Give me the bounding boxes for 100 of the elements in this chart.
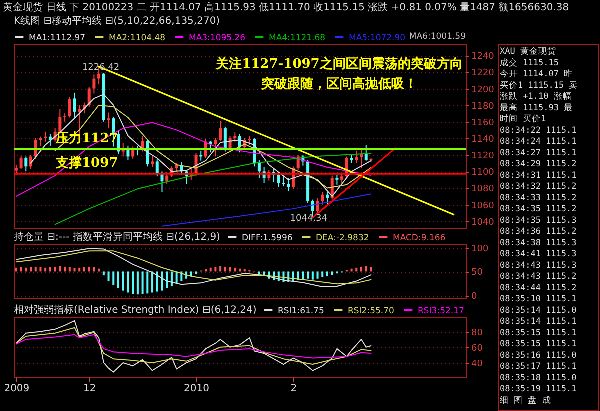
- line-series: [16, 122, 372, 198]
- y-tick-label: 1240: [472, 52, 495, 62]
- legend-label: MA1:1112.97: [29, 34, 86, 44]
- line-series: [54, 104, 372, 189]
- text: 08:35:15 1115.1: [500, 340, 577, 350]
- candlestick: [64, 113, 67, 122]
- candlestick: [326, 192, 329, 206]
- y-tick-label: 100: [472, 244, 489, 254]
- text: 08:34:44 1115.2: [500, 283, 577, 294]
- text: 08:34:41 1115.3: [500, 250, 577, 260]
- annotation: 1044.34: [290, 214, 328, 224]
- line-series: [162, 194, 372, 227]
- line-series: [16, 327, 372, 366]
- y-tick-label: 1160: [472, 118, 495, 128]
- text: 08:34:35 1115.2: [500, 204, 577, 214]
- candlestick: [92, 74, 96, 94]
- candlestick: [316, 198, 320, 214]
- candlestick: [24, 156, 28, 172]
- candlestick: [234, 132, 237, 142]
- text: 08:34:38 1115.3: [500, 238, 577, 248]
- candlestick: [228, 136, 232, 154]
- ref-line-label: 支撑1097: [55, 156, 118, 172]
- candlestick: [39, 136, 42, 146]
- candlestick: [355, 150, 358, 164]
- text: 细 图 盘 成: [500, 394, 552, 406]
- text: 今开 1114.07 昨: [500, 68, 574, 80]
- candlestick: [364, 144, 368, 162]
- candlestick: [214, 138, 218, 158]
- text: 08:35:14 1115.0: [500, 306, 577, 316]
- candlestick: [336, 174, 339, 186]
- text: 08:34:32 1115.2: [500, 182, 577, 192]
- y-tick-label: 1220: [472, 68, 495, 79]
- text: 08:34:31 1115.1: [500, 170, 577, 181]
- text: 08:35:15 1115.1: [500, 328, 577, 338]
- y-tick-label: 0: [472, 292, 478, 302]
- candlestick: [68, 96, 72, 118]
- legend-label: MA4:1121.68: [269, 34, 326, 44]
- text: 买价1 1115.15 卖: [500, 80, 578, 91]
- legend-label: RSI2:55.70: [348, 306, 394, 316]
- y-tick-label: 1040: [472, 218, 495, 228]
- candlestick: [58, 108, 62, 134]
- candlestick: [88, 86, 91, 108]
- legend-label: MA3:1095.26: [189, 34, 246, 44]
- chart-subtitle: MA6:1001.59: [409, 32, 466, 42]
- text: 08:34:43 1115.3: [500, 260, 577, 271]
- candlestick: [122, 142, 125, 158]
- legend-label: RSI1:61.75: [278, 306, 324, 316]
- candlestick: [219, 120, 222, 142]
- text: 08:34:27 1115.1: [500, 148, 577, 158]
- x-tick-label: 2009: [4, 384, 30, 394]
- y-tick-label: 80: [472, 328, 484, 338]
- y-tick-label: 50: [472, 268, 484, 278]
- text: 08:35:14 1115.1: [500, 317, 577, 327]
- text: 最高 1115.93 最: [500, 102, 574, 114]
- line-series: [30, 94, 372, 198]
- y-tick-label: 1200: [472, 85, 495, 96]
- candlestick: [277, 172, 280, 188]
- legend-label: MA2:1104.48: [109, 34, 166, 44]
- candlestick: [73, 92, 76, 118]
- chart-title: 黄金现货 日线 下 20100223 二 开1114.07 高1115.93 低1111.70 收1115.15 涨跌 +0.81 0.07% 量1487 额1656630.38: [3, 2, 570, 14]
- legend-label: MA5:1072.90: [349, 34, 406, 44]
- text: XAU 黄金现货: [500, 46, 556, 57]
- y-tick-label: 1120: [472, 152, 495, 162]
- y-tick-label: 1080: [472, 184, 495, 195]
- text: 时间 买价1: [500, 114, 546, 124]
- candlestick: [287, 178, 290, 192]
- text: 08:34:24 1115.1: [500, 137, 577, 147]
- candlestick: [151, 155, 154, 168]
- text: 08:34:36 1115.2: [500, 227, 577, 237]
- candlestick: [200, 150, 203, 162]
- legend-label: DIFF:1.5996: [242, 234, 293, 244]
- text: 涨跌 +1.10 涨幅: [500, 91, 572, 102]
- legend-title: 相对强弱指标(Relative Strength Index) ⊟(6,12,24): [14, 304, 257, 316]
- candlestick: [175, 162, 178, 173]
- annotation: 关注1127-1097之间区间震荡的突破方向: [215, 56, 463, 72]
- text: 08:34:22 1115.1: [500, 126, 577, 136]
- y-tick-label: 40: [472, 359, 484, 370]
- candlestick: [224, 126, 227, 152]
- y-tick-label: 1060: [472, 201, 495, 212]
- y-tick-label: 1100: [472, 168, 495, 178]
- annotation: 突破跟随，区间高抛低吸！: [260, 76, 418, 92]
- text: 08:35:18 1115.0: [500, 373, 577, 384]
- candlestick: [360, 148, 364, 169]
- candlestick: [126, 145, 130, 161]
- line-series: [16, 320, 372, 373]
- candlestick: [107, 112, 110, 130]
- x-tick-label: 2: [290, 384, 298, 394]
- x-tick-label: 12: [83, 384, 96, 394]
- candlestick: [14, 164, 18, 176]
- text: 08:34:43 1115.2: [500, 272, 577, 282]
- text: 08:35:19 1115.1: [500, 384, 577, 394]
- x-tick-label: 2010: [184, 384, 210, 394]
- candlestick: [166, 172, 169, 185]
- line-series: [16, 334, 372, 359]
- y-tick-label: 1140: [472, 134, 495, 145]
- legend-label: RSI3:52.17: [418, 306, 464, 316]
- text: 08:35:10 1115.1: [500, 294, 577, 304]
- text: 08:35:17 1115.1: [500, 362, 577, 372]
- candlestick: [156, 158, 159, 178]
- text: 08:34:33 1115.2: [500, 193, 577, 204]
